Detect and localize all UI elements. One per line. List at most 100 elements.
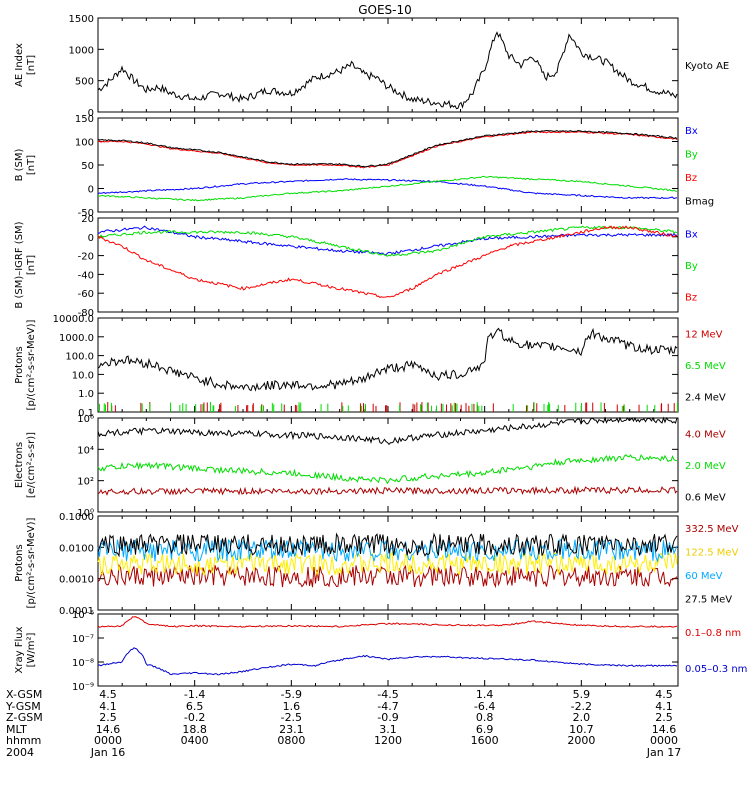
legend-label: 27.5 MeV — [685, 594, 732, 605]
y-tick-label: 20 — [81, 214, 94, 225]
ephemeris-value: 4.5 — [99, 688, 117, 701]
panel-protons_hi: 0.0001 0.0010 0.0100 0.1000 Protons [p/(cm²-s… — [14, 512, 739, 617]
ephemeris-value: -0.9 — [377, 711, 399, 724]
ephemeris-value: -6.4 — [473, 699, 496, 713]
ephemeris-value: -1.4 — [183, 688, 206, 701]
series-line-protons_lo-2 — [97, 327, 678, 392]
y-tick-label: 10⁻⁹ — [72, 682, 94, 690]
y-tick-label: 0 — [88, 185, 94, 196]
ephemeris-value: 6.9 — [475, 722, 494, 736]
y-tick-label: 0 — [88, 233, 94, 244]
y-tick-label: 0.0100 — [59, 543, 94, 554]
legend-label: 0.05–0.3 nm — [685, 664, 747, 675]
ephemeris-value: 5.9 — [572, 688, 591, 701]
series-line-bdiff-0 — [97, 225, 677, 256]
series-line-ae-0 — [97, 31, 678, 110]
ephemeris-value: 1.4 — [475, 688, 494, 701]
y-tick-label: 10⁴ — [77, 445, 94, 456]
ephemeris-value: Jan 16 — [90, 745, 126, 759]
panel-ae: 0 500 1000 1500 AE Index [nT] Kyoto AE — [14, 14, 729, 119]
legend-label: 122.5 MeV — [685, 547, 739, 558]
y-tick-label: 10⁶ — [77, 414, 94, 425]
legend-label: 2.0 MeV — [685, 461, 726, 472]
series-line-xray-1 — [97, 647, 678, 676]
legend-label: 332.5 MeV — [685, 524, 739, 535]
y-tick-label: 0.1000 — [59, 512, 94, 523]
y-tick-label: 1500 — [69, 14, 94, 25]
legend-label: 0.1–0.8 nm — [685, 628, 741, 639]
series-line-bsm-1 — [97, 175, 678, 202]
ephemeris-value: 18.8 — [182, 722, 207, 736]
y-tick-label: 0.0010 — [59, 575, 94, 586]
legend-label: Kyoto AE — [685, 61, 729, 72]
y-tick-label: 10⁻⁸ — [72, 658, 94, 669]
ephemeris-value: 14.6 — [95, 722, 121, 736]
series-line-xray-0 — [97, 616, 678, 628]
panel-protons_lo: 0.1 1.0 10.0 100.0 1000.0 10000.0 Protons [p/(c… — [14, 314, 726, 419]
ephemeris-value: -2.5 — [280, 711, 303, 724]
ephemeris-value: -5.9 — [280, 688, 303, 701]
ephemeris-value: 2.0 — [572, 711, 591, 724]
series-line-electrons-2 — [97, 416, 678, 446]
y-tick-label: -80 — [78, 308, 94, 319]
y-tick-label: 500 — [75, 77, 94, 88]
y-axis-label: Xray Flux — [14, 626, 25, 673]
legend-label: Bx — [685, 230, 698, 241]
ephemeris-value: 4.1 — [99, 699, 117, 713]
ephemeris-value: -2.2 — [570, 699, 593, 713]
legend-label: Bz — [685, 292, 697, 303]
ephemeris-value: 0000 — [650, 734, 678, 747]
y-axis-label: [p/(cm²-s-sr-MeV)] — [26, 319, 37, 410]
y-axis-label: AE Index — [14, 43, 25, 87]
legend-label: 60 MeV — [685, 571, 723, 582]
y-axis-label: B (SM)–IGRF (SM) — [14, 221, 25, 308]
y-axis-label: [nT] — [26, 55, 37, 75]
y-axis-label: [W/m²] — [26, 632, 37, 667]
ephemeris-value: 1600 — [470, 734, 499, 747]
y-tick-label: 1000 — [69, 45, 94, 56]
legend-label: Bx — [685, 126, 698, 137]
y-tick-label: 1000.0 — [59, 333, 94, 344]
series-line-protons_hi-3 — [97, 532, 678, 558]
panel-frame — [97, 17, 679, 113]
y-axis-label: Protons — [14, 544, 25, 581]
ephemeris-value: 23.1 — [279, 722, 304, 736]
y-axis-label: [nT] — [26, 255, 37, 275]
panel-xray: 10⁻⁹ 10⁻⁸ 10⁻⁷ 10⁻⁶ Xray Flux [W/m²] 0.1–0.8 n… — [14, 610, 747, 693]
series-line-bsm-2 — [97, 130, 678, 169]
ephemeris-value: 0400 — [180, 734, 209, 747]
series-line-bdiff-1 — [97, 225, 678, 257]
ephemeris-value: -0.2 — [183, 711, 206, 724]
panel-frame — [97, 613, 679, 687]
y-tick-label: 10⁻⁷ — [72, 634, 94, 645]
y-tick-label: -60 — [78, 289, 94, 300]
y-axis-label: [e/(cm²-s-sr)] — [26, 432, 37, 498]
ephemeris-row-label: X-GSM — [6, 688, 43, 701]
panel-bsm: -50 0 50 100 150 B (SM) [nT] Bx By Bz Bmag — [14, 114, 714, 219]
y-axis-label: B (SM) — [14, 148, 25, 181]
ephemeris-value: 6.5 — [185, 699, 204, 713]
ephemeris-value: 0.8 — [475, 711, 494, 724]
series-line-protons_hi-0 — [97, 564, 678, 589]
legend-label: Bz — [685, 173, 697, 184]
legend-label: 2.4 MeV — [685, 392, 726, 403]
y-axis-label: Electrons — [14, 442, 25, 488]
ephemeris-table: X-GSM Y-GSM Z-GSM MLT hhmm 2004 4.5 4.1 2.5 14.6 0… — [0, 688, 750, 800]
ephemeris-value: 0800 — [277, 734, 306, 747]
y-tick-label: -20 — [78, 252, 94, 263]
y-axis-label: [p/(cm²-s-sr-MeV)] — [26, 517, 37, 608]
y-tick-label: 1.0 — [78, 389, 94, 400]
legend-label: By — [685, 261, 698, 272]
y-tick-label: -50 — [78, 208, 94, 219]
series-line-bdiff-2 — [97, 225, 678, 299]
y-tick-label: 0 — [88, 108, 94, 119]
plot-title: GOES-10 — [358, 3, 412, 17]
legend-label: 12 MeV — [685, 330, 723, 341]
y-tick-label: 10⁻⁶ — [72, 610, 94, 621]
ephemeris-row-label: 2004 — [6, 745, 34, 759]
y-tick-label: -40 — [78, 270, 94, 281]
ephemeris-value: -4.7 — [377, 699, 399, 713]
y-tick-label: 100 — [75, 138, 94, 149]
legend-label: Bmag — [685, 196, 714, 207]
